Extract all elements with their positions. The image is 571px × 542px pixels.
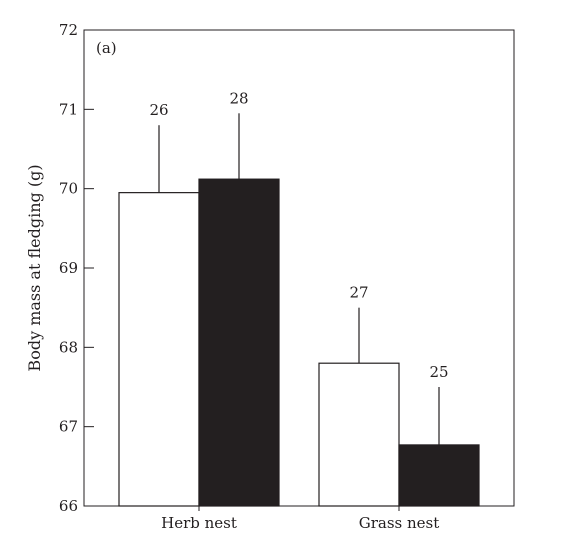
y-tick-label: 72 (59, 21, 78, 39)
sample-size-label: 26 (149, 101, 168, 119)
bar-herb-series-1 (118, 192, 200, 507)
y-tick-label: 68 (59, 338, 78, 356)
sample-size-label: 27 (349, 284, 368, 302)
x-category-label: Grass nest (359, 514, 440, 532)
y-axis-title: Body mass at fledging (g) (25, 164, 44, 371)
sample-size-label: 28 (229, 89, 248, 107)
bars-layer (118, 178, 480, 507)
error-bars-layer (158, 113, 440, 445)
y-tick-label: 66 (59, 497, 78, 515)
y-tick-label: 67 (59, 418, 78, 436)
y-tick-label: 70 (59, 180, 78, 198)
y-tick-label: 71 (59, 100, 78, 118)
x-axis-category-labels: Herb nest Grass nest (161, 506, 439, 532)
y-tick-label: 69 (59, 259, 78, 277)
x-category-label: Herb nest (161, 514, 237, 532)
bar-grass-series-1 (318, 362, 400, 507)
bar-herb-series-2 (198, 178, 280, 507)
y-axis-ticks: 66 67 68 69 70 71 72 (59, 21, 94, 515)
panel-label: (a) (96, 39, 117, 57)
sample-size-label: 25 (429, 363, 448, 381)
bar-grass-series-2 (398, 444, 480, 507)
data-labels-layer: 26 28 27 25 (149, 89, 448, 381)
